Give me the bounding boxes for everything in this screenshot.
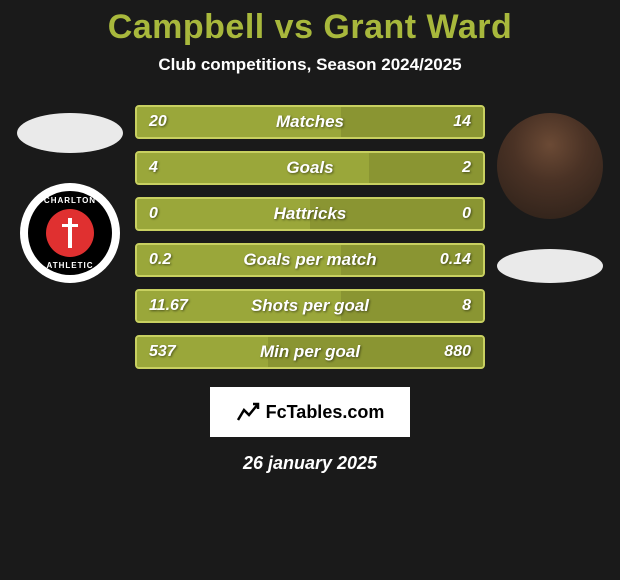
stat-label: Goals <box>286 158 333 178</box>
branding-box: FcTables.com <box>210 387 410 437</box>
stat-left-value: 0.2 <box>149 251 171 269</box>
badge-text-top: CHARLTON <box>44 196 96 205</box>
stat-bars: 20Matches144Goals20Hattricks00.2Goals pe… <box>135 105 485 369</box>
stat-right-value: 0 <box>462 205 471 223</box>
badge-text-bottom: ATHLETIC <box>47 261 94 270</box>
badge-core <box>46 209 94 257</box>
stat-right-value: 8 <box>462 297 471 315</box>
branding-text: FcTables.com <box>266 402 385 423</box>
stat-right-value: 880 <box>444 343 471 361</box>
page-title: Campbell vs Grant Ward <box>0 8 620 47</box>
stat-left-value: 4 <box>149 159 158 177</box>
stat-bar: 0.2 Goals per match 0.14 <box>135 243 485 277</box>
stat-label: Min per goal <box>260 342 360 362</box>
player1-club-badge: CHARLTON ATHLETIC <box>20 183 120 283</box>
stat-right-value: 14 <box>453 113 471 131</box>
stat-bar: 537 Min per goal 880 <box>135 335 485 369</box>
badge-ring: CHARLTON ATHLETIC <box>28 191 112 275</box>
left-column: CHARLTON ATHLETIC <box>15 105 125 283</box>
stat-left-value: 11.67 <box>149 297 188 315</box>
stat-right-value: 0.14 <box>440 251 471 269</box>
stat-label: Shots per goal <box>251 296 369 316</box>
stat-label: Matches <box>276 112 344 132</box>
stat-right-value: 2 <box>462 159 471 177</box>
stat-bar: 0 Hattricks 0 <box>135 197 485 231</box>
stat-label: Goals per match <box>243 250 376 270</box>
stat-bar: 11.67 Shots per goal 8 <box>135 289 485 323</box>
sword-icon <box>68 218 72 248</box>
player2-avatar <box>497 113 603 219</box>
date-text: 26 january 2025 <box>0 453 620 474</box>
infographic-container: Campbell vs Grant Ward Club competitions… <box>0 0 620 474</box>
stat-label: Hattricks <box>274 204 347 224</box>
bar-fill-left <box>137 153 369 183</box>
player2-club-badge-placeholder <box>497 249 603 283</box>
stat-bar: 20 Matches 14 <box>135 105 485 139</box>
subtitle: Club competitions, Season 2024/2025 <box>0 55 620 75</box>
right-column <box>495 105 605 283</box>
chart-icon <box>236 400 260 424</box>
main-row: CHARLTON ATHLETIC 20Matches144Goals20Hat… <box>0 105 620 369</box>
player1-avatar-placeholder <box>17 113 123 153</box>
stat-left-value: 20 <box>149 113 167 131</box>
stat-left-value: 537 <box>149 343 176 361</box>
stat-bar: 4 Goals 2 <box>135 151 485 185</box>
stat-left-value: 0 <box>149 205 158 223</box>
